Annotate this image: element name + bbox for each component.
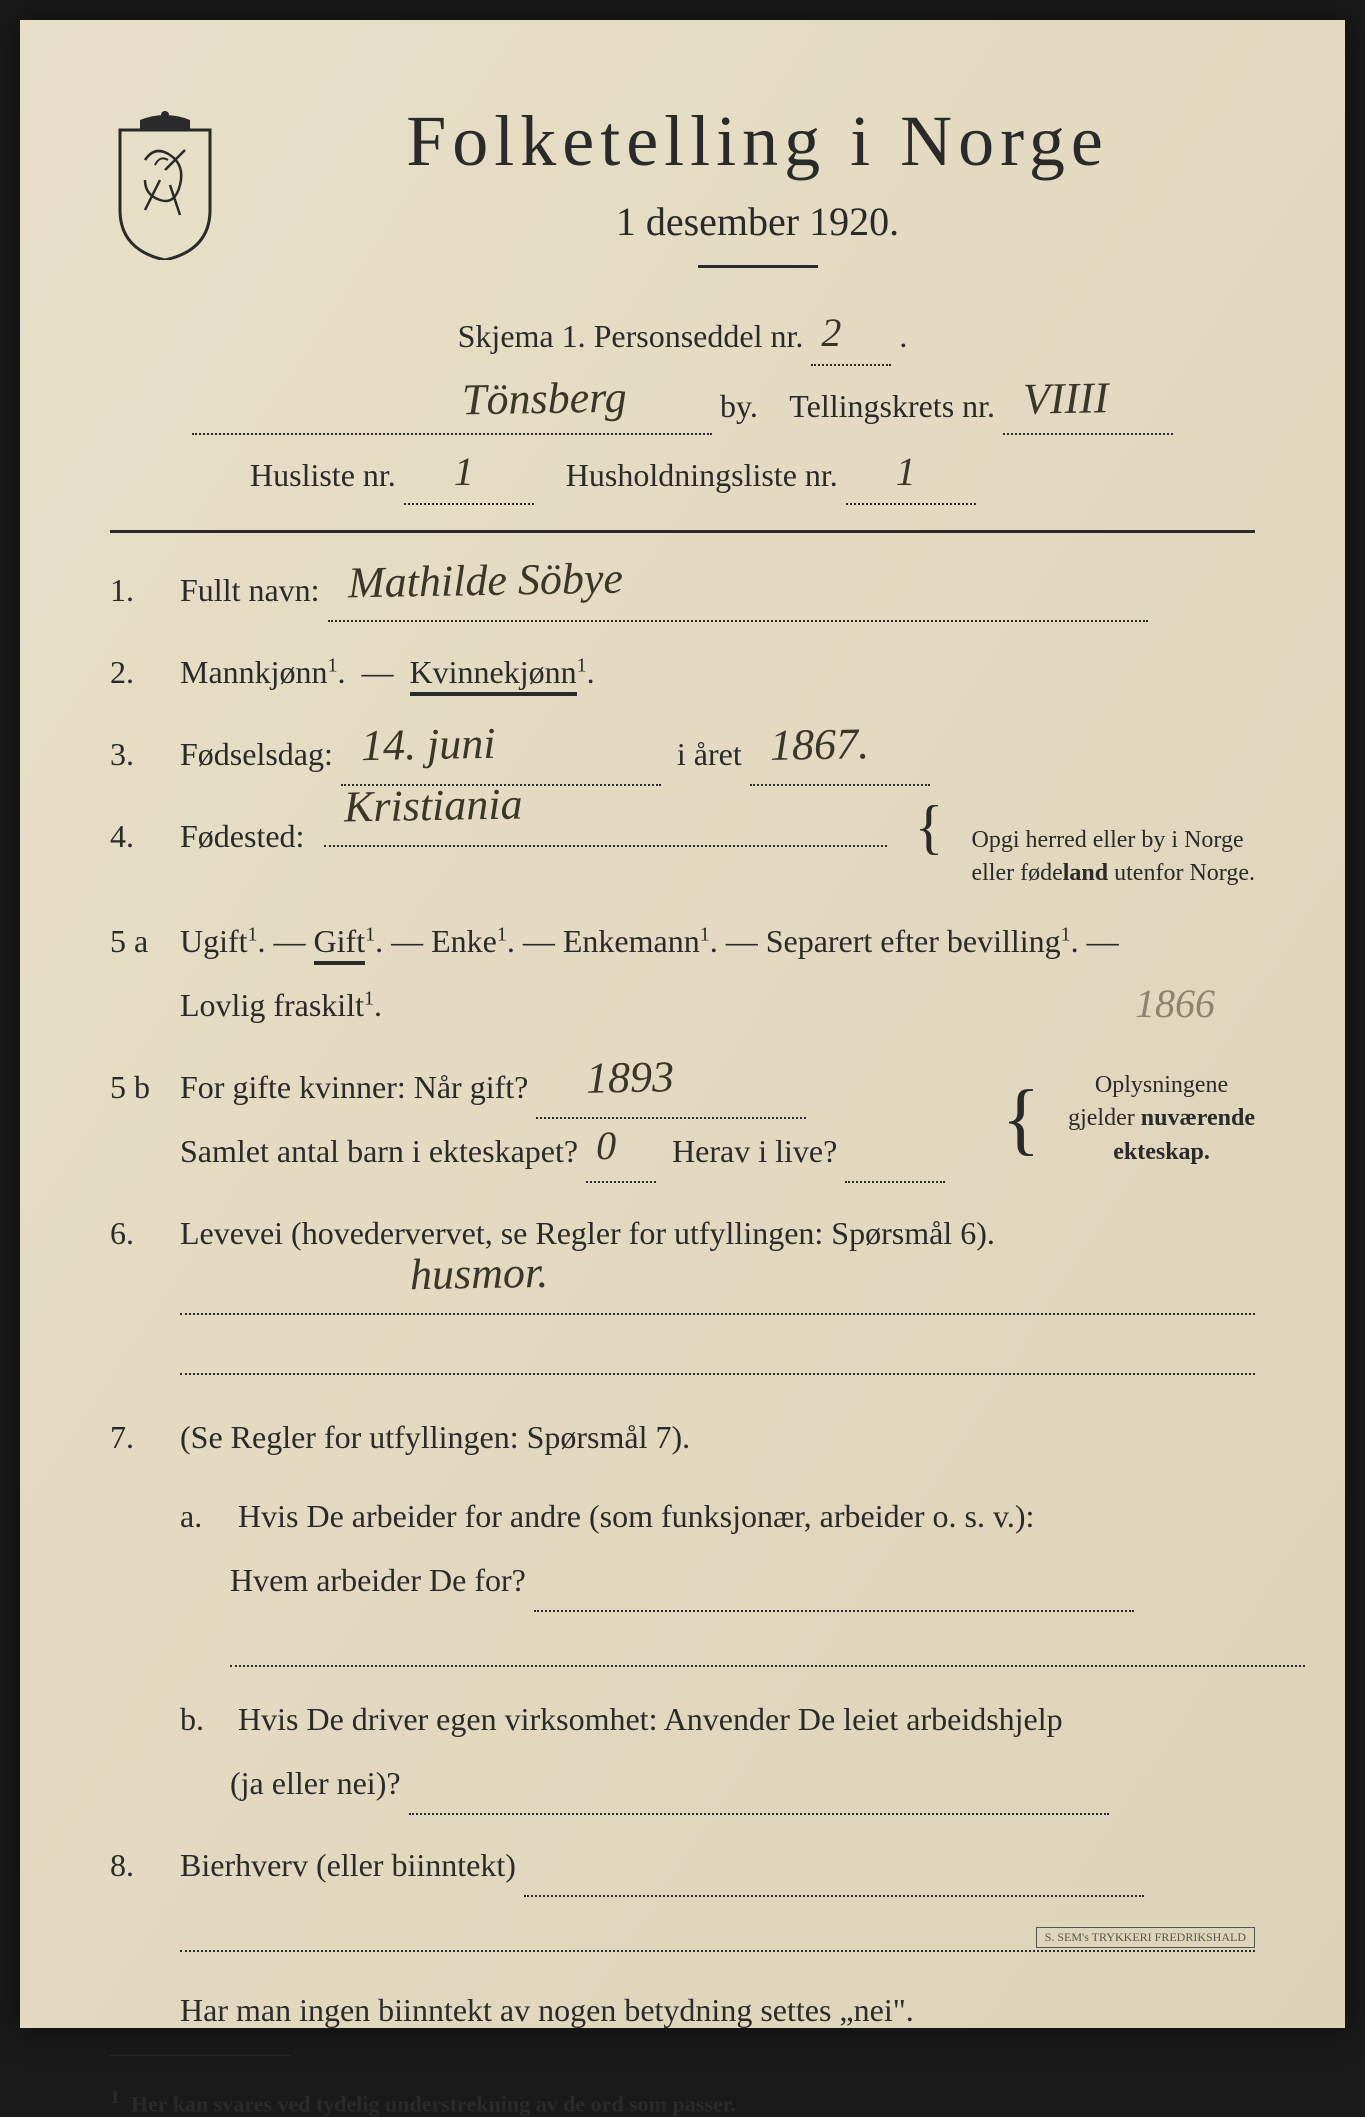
question-4: 4. Fødested: Kristiania { Opgi herred el… <box>110 804 1255 891</box>
q7b-line2: (ja eller nei)? <box>180 1765 401 1801</box>
q1-num: 1. <box>110 558 180 622</box>
q4-label: Fødested: <box>180 804 304 868</box>
coat-of-arms-icon <box>110 110 220 260</box>
q5b-label3: Herav i live? <box>672 1133 837 1169</box>
q5b-label2: Samlet antal barn i ekteskapet? <box>180 1133 578 1169</box>
q5b-note-l1: Oplysningene <box>1095 1072 1228 1098</box>
brace-icon-2: { <box>1002 1095 1040 1143</box>
title-block: Folketelling i Norge 1 desember 1920. <box>260 100 1255 298</box>
question-3: 3. Fødselsdag: 14. juni i året 1867. <box>110 722 1255 786</box>
q5b-year: 1893 <box>576 1033 686 1123</box>
question-6: 6. Levevei (hovedervervet, se Regler for… <box>110 1201 1255 1375</box>
census-document: Folketelling i Norge 1 desember 1920. Sk… <box>20 20 1345 2028</box>
q2-sup1: 1 <box>328 654 338 676</box>
husliste-label: Husliste nr. <box>250 457 396 493</box>
q1-value: Mathilde Söbye <box>337 534 633 627</box>
q7a-line2: Hvem arbeider De for? <box>180 1562 526 1598</box>
q7b-line1: Hvis De driver egen virksomhet: Anvender… <box>238 1701 1063 1737</box>
q5a-gift: Gift <box>314 923 366 965</box>
district-label: Tellingskrets nr. <box>789 388 995 424</box>
q2-sup2: 1 <box>577 654 587 676</box>
q7b-letter: b. <box>180 1687 230 1751</box>
question-5a: 5 a Ugift1. — Gift1. — Enke1. — Enkemann… <box>110 909 1255 1037</box>
q6-value: husmor. <box>399 1229 559 1320</box>
q8-label: Bierhverv (eller biinntekt) <box>180 1847 516 1883</box>
q5b-note-l2: gjelder nuværende <box>1068 1105 1255 1131</box>
q4-note: Opgi herred eller by i Norge eller fødel… <box>971 824 1255 891</box>
title-divider <box>698 265 818 268</box>
q5a-enke: Enke <box>431 923 497 959</box>
subtitle: 1 desember 1920. <box>260 198 1255 245</box>
q5b-label1: For gifte kvinner: Når gift? <box>180 1069 528 1105</box>
q7a-letter: a. <box>180 1484 230 1548</box>
q4-note-l2: eller fødeland utenfor Norge. <box>971 860 1255 886</box>
q7a-line1: Hvis De arbeider for andre (som funksjon… <box>238 1498 1034 1534</box>
form-identifiers: Skjema 1. Personseddel nr. 2 . Tönsberg … <box>110 308 1255 505</box>
divider-top <box>110 530 1255 533</box>
q5a-fraskilt: Lovlig fraskilt <box>180 987 364 1023</box>
q2-male: Mannkjønn <box>180 654 328 690</box>
q3-label: Fødselsdag: <box>180 736 333 772</box>
q5a-separert: Separert efter bevilling <box>766 923 1061 959</box>
q7-num: 7. <box>110 1405 180 1469</box>
printer-mark: S. SEM's TRYKKERI FREDRIKSHALD <box>1036 1927 1255 1948</box>
schema-label: Skjema 1. Personseddel nr. <box>458 318 804 354</box>
footer-note: Har man ingen biinntekt av nogen betydni… <box>110 1982 1255 2040</box>
household-label: Husholdningsliste nr. <box>566 457 838 493</box>
city-suffix: by. <box>720 388 758 424</box>
q5b-note: Oplysningene gjelder nuværende ekteskap. <box>1068 1069 1255 1170</box>
q5a-num: 5 a <box>110 909 180 973</box>
header-section: Folketelling i Norge 1 desember 1920. <box>110 100 1255 298</box>
city-value: Tönsberg <box>451 357 637 439</box>
husliste-value: 1 <box>454 436 474 508</box>
household-value: 1 <box>896 436 916 508</box>
q5a-enkemann: Enkemann <box>563 923 700 959</box>
q2-num: 2. <box>110 640 180 704</box>
pencil-annotation: 1866 <box>1135 964 1215 1044</box>
question-7: 7. (Se Regler for utfyllingen: Spørsmål … <box>110 1405 1255 1815</box>
q4-value: Kristiania <box>334 760 534 851</box>
schema-value: 2 <box>821 297 841 369</box>
footnote-num: 1 <box>110 2086 120 2108</box>
q7-intro: (Se Regler for utfyllingen: Spørsmål 7). <box>180 1419 690 1455</box>
q6-num: 6. <box>110 1201 180 1265</box>
q4-num: 4. <box>110 804 180 868</box>
q5a-ugift: Ugift <box>180 923 248 959</box>
q4-note-l1: Opgi herred eller by i Norge <box>971 827 1243 853</box>
question-1: 1. Fullt navn: Mathilde Söbye <box>110 558 1255 622</box>
main-title: Folketelling i Norge <box>260 100 1255 183</box>
q1-label: Fullt navn: <box>180 572 320 608</box>
footnote-divider <box>110 2055 290 2056</box>
q8-num: 8. <box>110 1833 180 1897</box>
footnote: 1 Her kan svares ved tydelig understrekn… <box>110 2086 1255 2117</box>
q5b-num: 5 b <box>110 1055 180 1119</box>
q3-num: 3. <box>110 722 180 786</box>
brace-icon: { <box>915 809 944 845</box>
footnote-text: Her kan svares ved tydelig understreknin… <box>131 2091 736 2116</box>
district-value: VIIII <box>1012 358 1119 439</box>
q5b-children: 0 <box>596 1106 616 1186</box>
schema-line: Skjema 1. Personseddel nr. 2 . <box>110 308 1255 366</box>
husliste-line: Husliste nr. 1 Husholdningsliste nr. 1 <box>110 447 1255 505</box>
question-2: 2. Mannkjønn1. — Kvinnekjønn1. <box>110 640 1255 704</box>
q5b-note-l3: ekteskap. <box>1113 1139 1210 1165</box>
q2-female: Kvinnekjønn <box>410 654 577 696</box>
q6-label: Levevei (hovedervervet, se Regler for ut… <box>180 1215 995 1251</box>
question-5b: 5 b For gifte kvinner: Når gift? 1893 Sa… <box>110 1055 1255 1183</box>
q3-year: 1867. <box>759 700 880 790</box>
q3-year-label: i året <box>677 736 742 772</box>
city-district-line: Tönsberg by. Tellingskrets nr. VIIII <box>110 378 1255 436</box>
